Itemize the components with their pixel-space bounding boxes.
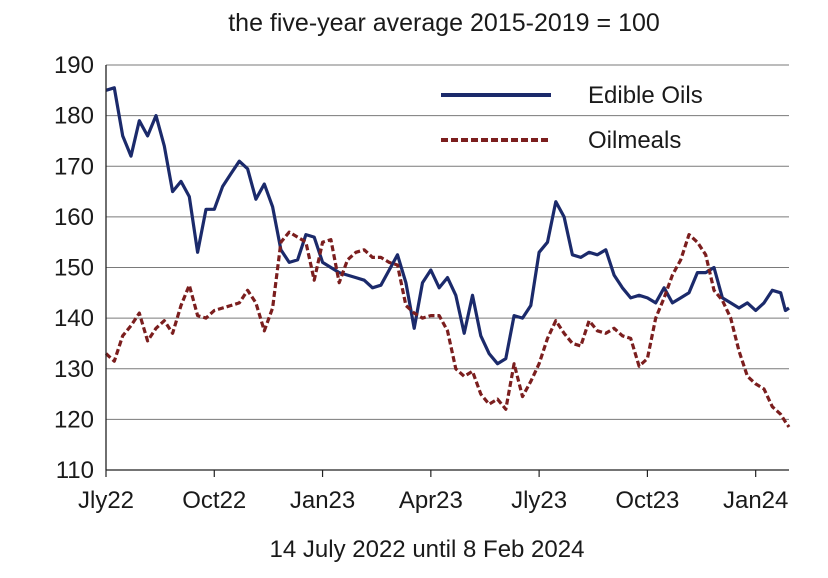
y-tick-label: 150 — [54, 255, 94, 282]
legend-label: Edible Oils — [588, 82, 703, 109]
x-tick-label: Jan23 — [290, 487, 355, 514]
y-tick-label: 180 — [54, 103, 94, 130]
series-line-oilmeals — [104, 230, 791, 428]
x-tick-label: Jly23 — [511, 487, 567, 514]
x-tick-label: Jly22 — [78, 487, 134, 514]
x-axis-ticks: Jly22 Oct22 Jan23 Apr23 Jly23 Oct23 Jan24 — [78, 470, 788, 514]
y-tick-label: 110 — [56, 457, 94, 484]
x-tick-label: Oct23 — [615, 487, 679, 514]
axes — [105, 65, 789, 471]
y-tick-label: 120 — [54, 406, 94, 433]
x-tick-label: Apr23 — [399, 487, 463, 514]
x-tick-label: Jan24 — [723, 487, 788, 514]
y-tick-label: 190 — [54, 52, 94, 79]
y-tick-label: 140 — [54, 305, 94, 332]
chart-subtitle: the five-year average 2015-2019 = 100 — [228, 9, 660, 37]
y-axis-ticks: 110 120 130 140 150 160 170 180 190 — [54, 52, 94, 484]
x-tick-label: Oct22 — [182, 487, 246, 514]
y-tick-label: 170 — [54, 153, 94, 180]
legend-label: Oilmeals — [588, 127, 681, 154]
series-line-edible-oils — [105, 86, 790, 366]
y-tick-label: 160 — [54, 204, 94, 231]
gridlines — [106, 64, 789, 420]
y-tick-label: 130 — [54, 356, 94, 383]
series-layer — [104, 86, 791, 428]
legend: Edible Oils Oilmeals — [441, 82, 703, 154]
x-axis-label: 14 July 2022 until 8 Feb 2024 — [270, 536, 585, 563]
